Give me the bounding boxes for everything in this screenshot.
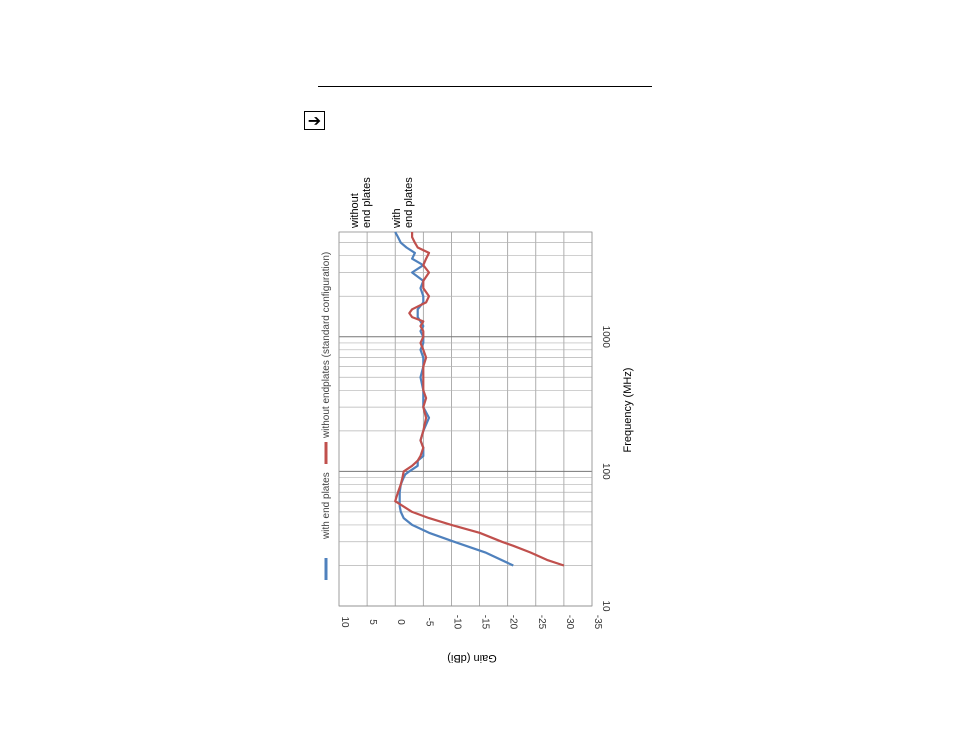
gain-tick-label: -35 bbox=[592, 615, 603, 630]
gain-tick-label: -10 bbox=[451, 615, 462, 630]
plot-frame bbox=[338, 231, 593, 607]
gain-tick-label: 10 bbox=[339, 616, 350, 628]
freq-tick-label: 100 bbox=[600, 463, 611, 480]
x-axis-title: Frequency (MHz) bbox=[622, 368, 634, 453]
end-plate-annotations: without end plates with end plates bbox=[349, 177, 415, 229]
gain-tick-label: -30 bbox=[564, 615, 575, 630]
freq-tick-label: 1000 bbox=[600, 326, 611, 349]
gain-tick-label: -15 bbox=[480, 615, 491, 630]
chart-legend: with end plates without endplates (standa… bbox=[321, 252, 332, 580]
right-arrow-icon: ➔ bbox=[304, 111, 325, 130]
series-line-with-end-plates bbox=[394, 231, 514, 567]
annotation-label: without bbox=[349, 193, 361, 229]
gain-tick-label: -25 bbox=[536, 615, 547, 630]
legend-label: without endplates (standard configuratio… bbox=[321, 252, 332, 439]
gain-tick-label: -20 bbox=[508, 615, 519, 630]
y-axis-title: Gain (dBi) bbox=[447, 652, 497, 664]
series-line-without-end-plates bbox=[394, 232, 565, 567]
legend-label: with end plates bbox=[321, 472, 332, 540]
freq-tick-label: 10 bbox=[600, 600, 611, 612]
gain-tick-label: -5 bbox=[423, 618, 434, 627]
gain-tick-label: 5 bbox=[367, 619, 378, 625]
header-rule bbox=[318, 86, 652, 87]
annotation-label: end plates bbox=[361, 177, 373, 228]
gain-tick-label: 0 bbox=[395, 619, 406, 625]
annotation-label: end plates bbox=[403, 177, 415, 228]
chart-grid bbox=[338, 231, 593, 607]
annotation-label: with bbox=[391, 208, 403, 229]
